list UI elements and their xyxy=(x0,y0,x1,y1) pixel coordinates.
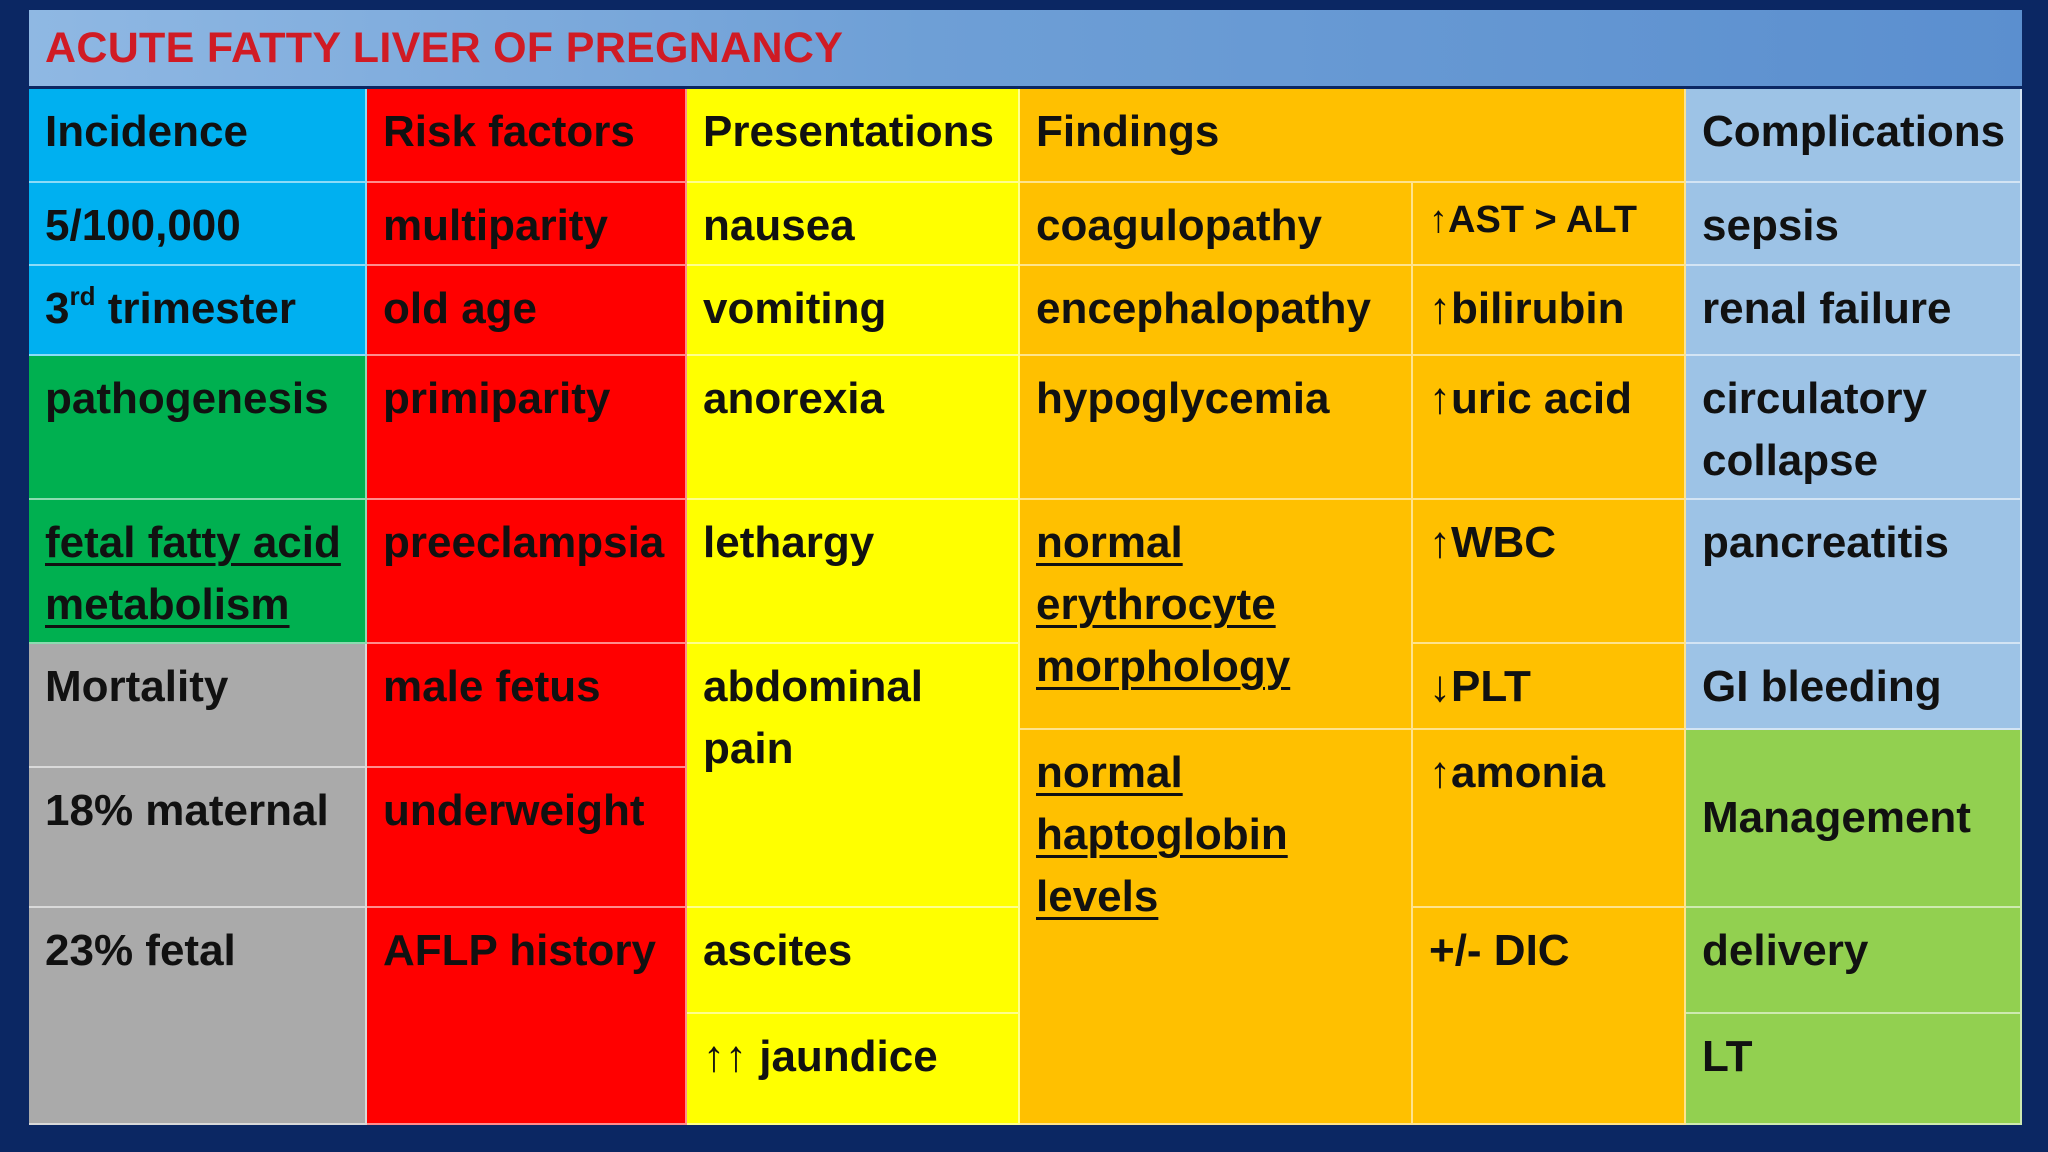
header-presentations: Presentations xyxy=(687,89,1020,183)
finding-text: normal haptoglobin levels xyxy=(1036,748,1288,921)
mortality-text: Mortality xyxy=(45,662,229,711)
management-label-cell: Management xyxy=(1686,730,2022,908)
finding-lab-text: ↓PLT xyxy=(1429,662,1531,711)
complication-item: sepsis xyxy=(1686,183,2022,266)
presentation-text: vomiting xyxy=(703,284,887,333)
mortality-fetal: 23% fetal xyxy=(29,908,367,1125)
mortality-label: Mortality xyxy=(29,644,367,768)
incidence-rate-text: 5/100,000 xyxy=(45,201,241,250)
slide-title: ACUTE FATTY LIVER OF PREGNANCY xyxy=(45,23,844,72)
presentation-text: anorexia xyxy=(703,374,884,423)
finding-lab-text: +/- DIC xyxy=(1429,926,1570,975)
complication-text: circulatory collapse xyxy=(1702,374,1927,485)
finding-text: normal erythrocyte morphology xyxy=(1036,518,1291,691)
fetal-text: 23% fetal xyxy=(45,926,236,975)
finding-lab-text: ↑AST > ALT xyxy=(1429,199,1637,241)
complication-text: pancreatitis xyxy=(1702,518,1949,567)
risk-factor-item: multiparity xyxy=(367,183,687,266)
complication-item: circulatory collapse xyxy=(1686,356,2022,500)
risk-factor-item: male fetus xyxy=(367,644,687,768)
risk-factor-text: preeclampsia xyxy=(383,518,665,567)
presentation-item: ascites xyxy=(687,908,1020,1014)
risk-factor-item: preeclampsia xyxy=(367,500,687,644)
header-presentations-label: Presentations xyxy=(703,107,994,156)
complication-text: GI bleeding xyxy=(1702,662,1942,711)
management-text: LT xyxy=(1702,1032,1753,1081)
finding-text: coagulopathy xyxy=(1036,201,1323,250)
finding-lab-item: ↓PLT xyxy=(1413,644,1686,730)
finding-lab-text: ↑uric acid xyxy=(1429,374,1632,423)
finding-item: coagulopathy xyxy=(1020,183,1413,266)
management-item: LT xyxy=(1686,1014,2022,1125)
presentation-text: ascites xyxy=(703,926,853,975)
complication-item: renal failure xyxy=(1686,266,2022,356)
presentation-item: ↑↑ jaundice xyxy=(687,1014,1020,1125)
pathogenesis-detail-text: fetal fatty acid metabolism xyxy=(45,518,341,629)
risk-factor-text: old age xyxy=(383,284,538,333)
management-label: Management xyxy=(1702,793,1971,842)
pathogenesis-label: pathogenesis xyxy=(29,356,367,500)
finding-lab-item: ↑uric acid xyxy=(1413,356,1686,500)
risk-factor-item: AFLP history xyxy=(367,908,687,1125)
risk-factor-text: underweight xyxy=(383,786,645,835)
complication-text: renal failure xyxy=(1702,284,1952,333)
complication-item: GI bleeding xyxy=(1686,644,2022,730)
finding-item: hypoglycemia xyxy=(1020,356,1413,500)
risk-factor-item: old age xyxy=(367,266,687,356)
management-text: delivery xyxy=(1702,926,1869,975)
incidence-rate: 5/100,000 xyxy=(29,183,367,266)
complication-text: sepsis xyxy=(1702,201,1839,250)
header-findings-label: Findings xyxy=(1036,107,1220,156)
maternal-text: 18% maternal xyxy=(45,786,329,835)
trimester-text: trimester xyxy=(95,284,297,333)
finding-lab-text: ↑WBC xyxy=(1429,518,1557,567)
finding-lab-item: ↑amonia xyxy=(1413,730,1686,908)
finding-lab-text: ↑bilirubin xyxy=(1429,284,1625,333)
finding-lab-item: +/- DIC xyxy=(1413,908,1686,1125)
presentation-item: lethargy xyxy=(687,500,1020,644)
presentation-item: abdominal pain xyxy=(687,644,1020,908)
presentation-item: anorexia xyxy=(687,356,1020,500)
presentation-item: vomiting xyxy=(687,266,1020,356)
header-complications: Complications xyxy=(1686,89,2022,183)
finding-item: normal haptoglobin levels xyxy=(1020,730,1413,1125)
header-incidence-label: Incidence xyxy=(45,107,248,156)
finding-text: hypoglycemia xyxy=(1036,374,1330,423)
pathogenesis-text: pathogenesis xyxy=(45,374,329,423)
finding-lab-item: ↑WBC xyxy=(1413,500,1686,644)
finding-item: normal erythrocyte morphology xyxy=(1020,500,1413,730)
finding-lab-text: ↑amonia xyxy=(1429,748,1606,797)
risk-factor-item: underweight xyxy=(367,768,687,908)
incidence-trimester: 3rd trimester xyxy=(29,266,367,356)
title-bar: ACUTE FATTY LIVER OF PREGNANCY xyxy=(29,10,2022,86)
header-risk-factors: Risk factors xyxy=(367,89,687,183)
presentation-item: nausea xyxy=(687,183,1020,266)
header-incidence: Incidence xyxy=(29,89,367,183)
trimester-number: 3 xyxy=(45,284,70,333)
finding-lab-item: ↑bilirubin xyxy=(1413,266,1686,356)
risk-factor-text: multiparity xyxy=(383,201,608,250)
header-findings: Findings xyxy=(1020,89,1686,183)
header-risk-factors-label: Risk factors xyxy=(383,107,635,156)
risk-factor-item: primiparity xyxy=(367,356,687,500)
mortality-maternal: 18% maternal xyxy=(29,768,367,908)
finding-text: encephalopathy xyxy=(1036,284,1371,333)
trimester-ordinal: rd xyxy=(69,281,96,311)
risk-factor-text: primiparity xyxy=(383,374,611,423)
pathogenesis-detail: fetal fatty acid metabolism xyxy=(29,500,367,644)
finding-lab-item: ↑AST > ALT xyxy=(1413,183,1686,266)
presentation-text: abdominal pain xyxy=(703,662,924,773)
presentation-text: ↑↑ jaundice xyxy=(703,1032,938,1081)
finding-item: encephalopathy xyxy=(1020,266,1413,356)
complication-item: pancreatitis xyxy=(1686,500,2022,644)
risk-factor-text: AFLP history xyxy=(383,926,657,975)
risk-factor-text: male fetus xyxy=(383,662,601,711)
management-item: delivery xyxy=(1686,908,2022,1014)
presentation-text: nausea xyxy=(703,201,855,250)
presentation-text: lethargy xyxy=(703,518,875,567)
header-complications-label: Complications xyxy=(1702,107,2006,156)
